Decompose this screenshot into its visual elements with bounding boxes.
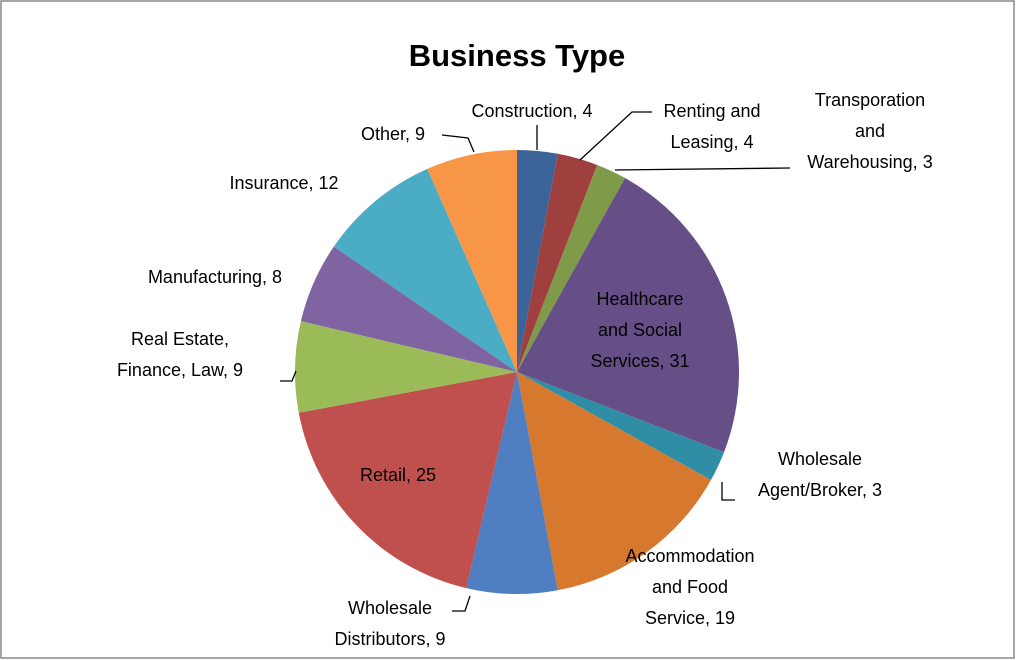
category-label: Retail [359,465,406,485]
slices [295,150,739,595]
data-label: Accommodation and Food Service, 19 [625,546,755,628]
value-label: 4 [582,101,593,121]
leader-line [614,167,791,171]
data-label: Real Estate, Finance, Law, 9 [116,329,244,380]
pie-slice [517,372,711,591]
category-label: Insurance [229,173,309,193]
pie-slice [517,153,598,372]
value-label: 9 [435,629,446,649]
data-label: Manufacturing, 8 [147,267,283,287]
category-label: Wholesale Agent/Broker [757,449,863,500]
category-label: Accommodation and Food Service [625,546,755,628]
data-label: Wholesale Agent/Broker, 3 [757,449,883,500]
pie-slice [517,164,626,372]
data-label: Other, 9 [360,124,426,144]
data-label: Renting and Leasing, 4 [663,101,761,152]
data-label: Insurance, 12 [229,173,339,193]
pie-slice [517,150,558,372]
pie-slice [427,150,517,372]
value-label: 19 [715,608,736,628]
pie-slice [300,246,517,372]
category-label: Manufacturing [147,267,263,287]
category-label: Construction [471,101,573,121]
pie-slice [517,372,725,481]
pie-slice [295,321,517,413]
data-label: Construction, 4 [471,101,593,121]
data-label: Retail, 25 [359,465,437,485]
data-label: Wholesale Distributors, 9 [334,598,446,649]
pie-slice [298,372,517,589]
leader-line [721,482,735,501]
pie-slice [333,168,517,372]
chart-title: Business Type [409,38,626,73]
value-label: 25 [416,465,437,485]
value-label: 9 [415,124,426,144]
value-label: 3 [922,152,933,172]
value-label: 9 [233,360,244,380]
category-label: Renting and Leasing [663,101,761,152]
leader-line [280,370,297,382]
value-label: 12 [318,173,339,193]
leader-line [579,111,652,161]
category-label: Other [360,124,405,144]
data-label: Healthcare and Social Services, 31 [590,289,690,371]
leader-line [452,595,471,612]
pie-slice [517,178,739,453]
category-label: Healthcare and Social Services [590,289,684,371]
value-label: 3 [872,480,883,500]
category-label: Transporation and Warehousing [807,90,926,172]
pie-slice [466,372,558,595]
value-label: 31 [669,351,690,371]
leader-lines [280,111,791,612]
value-label: 4 [743,132,754,152]
category-label: Wholesale Distributors [334,598,433,649]
leader-line [441,134,475,153]
value-label: 8 [272,267,283,287]
category-label: Real Estate, Finance, Law [116,329,230,380]
data-label: Transporation and Warehousing, 3 [807,90,933,172]
